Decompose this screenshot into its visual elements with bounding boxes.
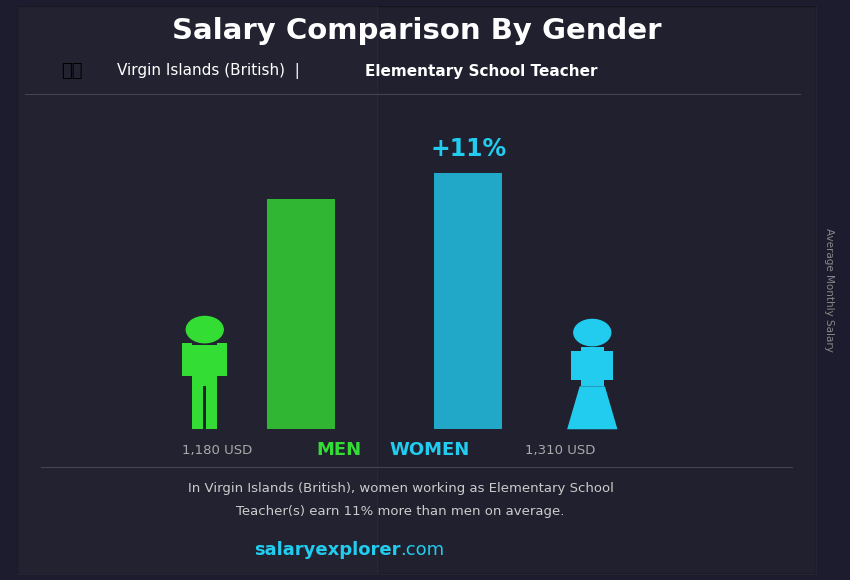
Circle shape — [574, 320, 611, 346]
Text: Elementary School Teacher: Elementary School Teacher — [365, 64, 597, 79]
Text: +11%: +11% — [430, 137, 507, 161]
Text: Teacher(s) earn 11% more than men on average.: Teacher(s) earn 11% more than men on ave… — [236, 505, 564, 518]
Text: In Virgin Islands (British), women working as Elementary School: In Virgin Islands (British), women worki… — [188, 483, 614, 495]
Bar — [182, 343, 192, 376]
Polygon shape — [567, 386, 617, 429]
Bar — [604, 351, 613, 380]
Text: MEN: MEN — [316, 441, 361, 459]
Text: WOMEN: WOMEN — [390, 441, 470, 459]
Text: Salary Comparison By Gender: Salary Comparison By Gender — [172, 17, 661, 45]
Text: Virgin Islands (British)  |: Virgin Islands (British) | — [116, 63, 300, 79]
Circle shape — [186, 317, 224, 343]
Text: 🇻🇬: 🇻🇬 — [61, 62, 82, 80]
Text: Average Monthly Salary: Average Monthly Salary — [824, 228, 834, 352]
Bar — [267, 199, 335, 429]
Bar — [192, 386, 203, 429]
Bar — [581, 347, 604, 386]
FancyBboxPatch shape — [17, 6, 816, 574]
Bar — [434, 173, 502, 429]
Text: .com: .com — [400, 541, 445, 559]
Text: 1,180 USD: 1,180 USD — [182, 444, 252, 457]
Bar — [218, 343, 228, 376]
Bar — [192, 345, 218, 386]
Text: salaryexplorer: salaryexplorer — [254, 541, 400, 559]
Text: 1,310 USD: 1,310 USD — [525, 444, 596, 457]
Bar — [207, 386, 218, 429]
Bar — [571, 351, 581, 380]
